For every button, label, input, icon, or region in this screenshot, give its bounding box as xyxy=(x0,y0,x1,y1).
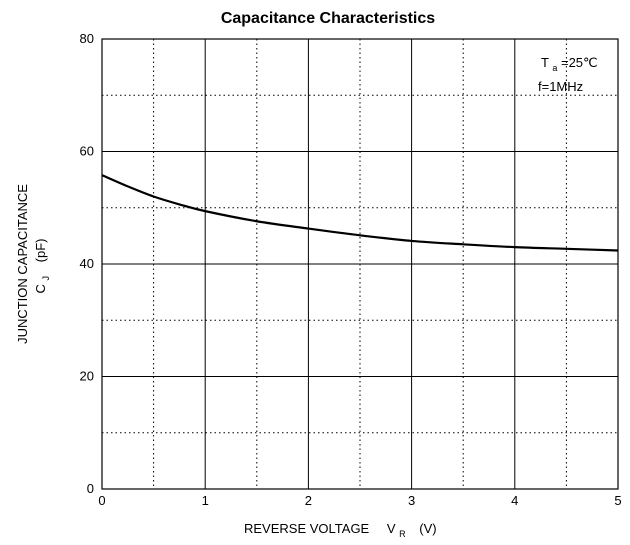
y-tick-label: 60 xyxy=(80,144,94,159)
x-axis-label: REVERSE VOLTAGE V R (V) xyxy=(244,521,437,540)
x-tick-label: 5 xyxy=(614,493,621,508)
x-axis-label-symbol: V xyxy=(387,521,396,536)
plot-frame xyxy=(101,38,619,490)
y-tick-label: 0 xyxy=(87,481,94,496)
x-tick-label: 3 xyxy=(408,493,415,508)
condition-temperature-symbol: T xyxy=(541,55,549,70)
condition-temperature-value: =25℃ xyxy=(561,55,598,70)
condition-frequency: f=1MHz xyxy=(538,79,583,94)
y-tick-label: 20 xyxy=(80,369,94,384)
y-tick-labels: 0 20 40 60 80 xyxy=(80,31,94,496)
x-tick-label: 1 xyxy=(202,493,209,508)
condition-temperature-subscript: a xyxy=(552,63,557,73)
y-axis-label-symbol: C xyxy=(33,284,48,293)
x-tick-label: 2 xyxy=(305,493,312,508)
condition-temperature: T a =25℃ xyxy=(541,55,598,74)
y-axis-label-symbol-line: C J (pF) xyxy=(33,239,52,294)
y-axis-label: JUNCTION CAPACITANCE C J (pF) xyxy=(15,184,52,344)
x-axis-label-text: REVERSE VOLTAGE xyxy=(244,521,370,536)
y-axis-label-subscript: J xyxy=(41,276,51,281)
x-tick-labels: 0 1 2 3 4 5 xyxy=(98,493,621,508)
x-axis-label-unit: (V) xyxy=(419,521,436,536)
capacitance-curve xyxy=(101,174,619,252)
x-tick-label: 0 xyxy=(98,493,105,508)
chart-title: Capacitance Characteristics xyxy=(221,10,435,27)
y-tick-label: 40 xyxy=(80,256,94,271)
x-axis-label-subscript: R xyxy=(399,529,406,539)
x-tick-label: 4 xyxy=(511,493,518,508)
plot-border xyxy=(101,38,619,490)
series-layer xyxy=(101,174,619,252)
y-tick-label: 80 xyxy=(80,31,94,46)
y-axis-label-unit: (pF) xyxy=(33,239,48,263)
y-axis-label-text: JUNCTION CAPACITANCE xyxy=(15,184,30,344)
grid xyxy=(102,39,618,489)
